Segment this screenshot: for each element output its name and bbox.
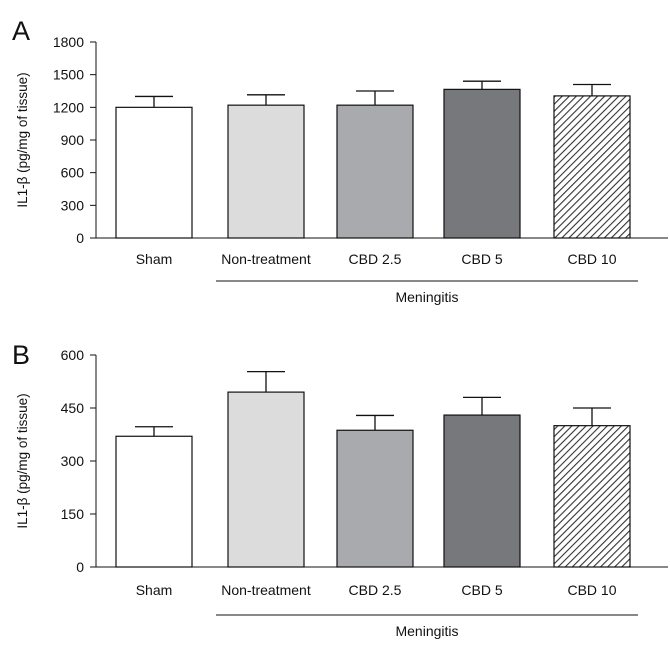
panel-a-y-tick-label: 1200 <box>53 99 84 115</box>
panel-b-y-tick-label: 600 <box>61 347 85 363</box>
panel-a-group-label: Meningitis <box>395 289 458 305</box>
panel-a-y-tick-label: 1500 <box>53 67 84 83</box>
panel-a-y-tick-label: 300 <box>61 197 85 213</box>
panel-b-letter: B <box>12 340 30 370</box>
panel-a-category-label: CBD 5 <box>461 251 502 267</box>
panel-b-y-tick-label: 300 <box>61 453 85 469</box>
panel-a-letter: A <box>12 16 30 46</box>
panel-a-bar-non-treatment <box>227 104 305 239</box>
panel-b-y-axis-title: IL1-β (pg/mg of tissue) <box>15 393 30 528</box>
panel-b-category-label: CBD 2.5 <box>349 582 402 598</box>
panel-a-bar-sham <box>115 106 193 239</box>
panel-b-y-tick-label: 450 <box>61 400 85 416</box>
panel-a-y-tick-label: 0 <box>76 230 84 246</box>
panel-b-category-label: Sham <box>136 582 173 598</box>
panel-b: B IL1-β (pg/mg of tissue) 0 150 300 450 600 Sha… <box>12 340 668 639</box>
panel-b-bar-cbd-2-5 <box>336 429 414 568</box>
panel-a-bar-cbd-5 <box>443 88 521 239</box>
panel-b-bar-non-treatment <box>227 391 305 568</box>
panel-a-bar-cbd-2-5 <box>336 104 414 239</box>
panel-b-bar-cbd-5 <box>443 414 521 568</box>
panel-a-category-label: Sham <box>136 251 173 267</box>
panel-a-y-axis-title: IL1-β (pg/mg of tissue) <box>15 72 30 207</box>
panel-b-category-label: CBD 5 <box>461 582 502 598</box>
panel-b-bar-cbd-10 <box>553 425 631 568</box>
panel-b-y-tick-label: 0 <box>76 559 84 575</box>
panel-b-category-label: Non-treatment <box>221 582 311 598</box>
panel-a-y-tick-label: 900 <box>61 132 85 148</box>
panel-a-category-label: CBD 2.5 <box>349 251 402 267</box>
panel-a-category-label: CBD 10 <box>567 251 616 267</box>
panel-b-category-label: CBD 10 <box>567 582 616 598</box>
panel-b-group-label: Meningitis <box>395 623 458 639</box>
panel-a: A IL1-β (pg/mg of tissue) 0 300 600 900 1200 15… <box>12 16 668 305</box>
panel-a-y-tick-label: 600 <box>61 165 85 181</box>
panel-a-bar-cbd-10 <box>553 95 631 239</box>
panel-a-category-label: Non-treatment <box>221 251 311 267</box>
panel-b-bar-sham <box>115 435 193 568</box>
panel-b-y-tick-label: 150 <box>61 506 85 522</box>
panel-a-y-tick-label: 1800 <box>53 34 84 50</box>
